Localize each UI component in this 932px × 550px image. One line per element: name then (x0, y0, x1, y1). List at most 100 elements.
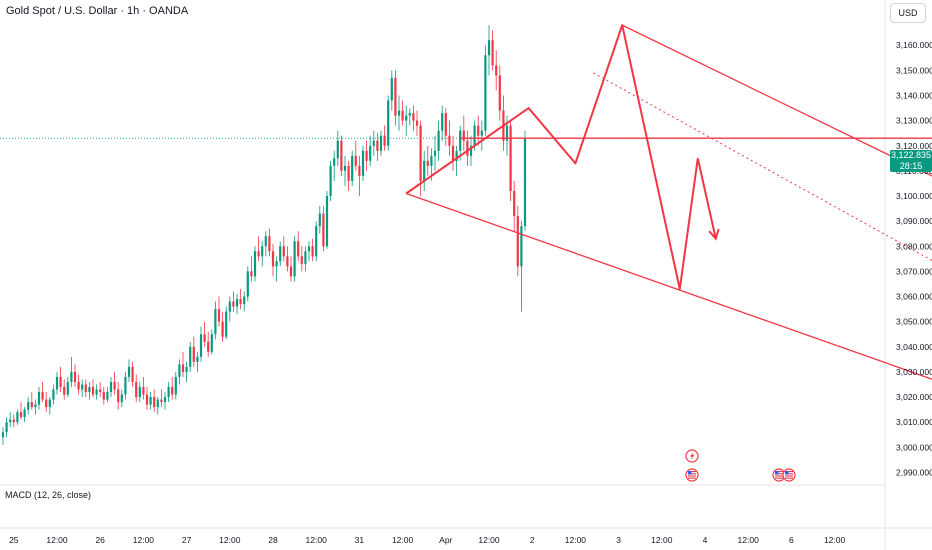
us-flag-icon[interactable] (685, 468, 699, 482)
candle-body (239, 299, 242, 305)
candle-body (138, 386, 141, 398)
candle-body (178, 364, 181, 377)
candle-body (473, 125, 476, 146)
candle (145, 386, 149, 410)
candle-body (163, 397, 167, 403)
price-axis[interactable]: 2,990.000 3,000.000 3,010.000 3,020.000 3,03… (896, 40, 932, 477)
candle-body (59, 376, 62, 387)
candle-body (480, 130, 483, 136)
us-flag-icon-stripe (785, 473, 793, 475)
candle (336, 130, 339, 166)
candle (210, 329, 213, 355)
candle-body (45, 399, 48, 408)
candle (516, 206, 519, 277)
channel-upper[interactable] (621, 24, 932, 234)
projection-arrow-head (708, 228, 720, 241)
candle-body (34, 404, 37, 408)
candle (300, 246, 303, 272)
lightning-icon[interactable] (685, 449, 699, 463)
candle-body (250, 271, 253, 277)
candle (214, 301, 217, 340)
channel-lower[interactable] (405, 192, 932, 407)
candle-body (365, 150, 368, 161)
us-flag-icon[interactable] (782, 468, 796, 482)
candle (487, 25, 491, 76)
candle (41, 381, 44, 403)
candle-body (113, 381, 116, 390)
candle (405, 105, 408, 136)
currency-button[interactable]: USD (890, 3, 926, 23)
candle-body (235, 299, 239, 307)
time-axis-tick-label: 26 (95, 535, 105, 545)
candle (217, 296, 221, 327)
candle-body (354, 155, 357, 166)
price-axis-tick-label: 3,060.000 (896, 292, 932, 302)
time-axis-tick-label: 12:00 (392, 535, 414, 545)
time-axis-tick-label: Apr (439, 535, 452, 545)
candle-body (329, 165, 332, 197)
zigzag[interactable] (405, 24, 699, 290)
candle (271, 243, 275, 277)
time-axis-tick-label: 12:00 (46, 535, 68, 545)
candle-body (376, 140, 379, 151)
candle-body (253, 251, 257, 277)
time-axis-tick-label: 3 (616, 535, 621, 545)
candle-body (343, 165, 347, 171)
candle-body (268, 236, 271, 252)
candle-body (232, 301, 235, 307)
candle-body (469, 145, 473, 156)
dotted-trend[interactable] (593, 72, 932, 324)
us-flag-icon-stripe (785, 477, 793, 479)
candle (462, 115, 465, 151)
candle-body (243, 296, 246, 305)
candle-body (513, 190, 516, 217)
candle-body (437, 130, 440, 151)
candle (444, 108, 447, 146)
candle (16, 409, 19, 425)
price-axis-tick-label: 3,140.000 (896, 90, 932, 100)
candle-body (120, 394, 123, 403)
candle-body (315, 226, 318, 257)
candle (63, 379, 66, 400)
time-axis[interactable]: 25 12:00 26 12:00 27 12:00 28 12:00 31 12:00 Apr 12… (9, 535, 845, 545)
candle-body (246, 271, 249, 297)
candle (185, 361, 188, 382)
candle (253, 246, 257, 282)
candle (347, 160, 350, 191)
time-axis-tick-label: 27 (182, 535, 192, 545)
candle (351, 150, 354, 186)
candle-body (505, 125, 509, 141)
candle-body (466, 140, 469, 156)
projection-arrow[interactable] (696, 158, 717, 239)
candle-body (387, 100, 390, 146)
candle (23, 407, 26, 423)
candle (246, 266, 249, 302)
us-flag-icon-canton (775, 471, 779, 475)
candle-body (426, 160, 429, 166)
time-axis-tick-label: 6 (789, 535, 794, 545)
candle (261, 241, 264, 267)
candle (397, 95, 401, 131)
macd-indicator-label[interactable]: MACD (12, 26, close) (5, 490, 92, 500)
candle (264, 231, 267, 257)
candle-body (196, 356, 199, 362)
candle (30, 392, 33, 410)
candle-body (394, 77, 397, 116)
candle (451, 135, 455, 171)
last-price-value: 3,122.835 (890, 150, 932, 160)
candle-body (336, 140, 339, 159)
candle-body (408, 113, 411, 116)
candle (365, 140, 368, 171)
candle-body (106, 392, 109, 400)
candle (239, 288, 242, 310)
candle-body (491, 40, 494, 66)
us-flag-icon[interactable] (772, 468, 786, 482)
candle-body (477, 125, 480, 136)
candle-body (289, 266, 293, 277)
candle (113, 371, 116, 395)
candle-body (109, 381, 113, 393)
time-axis-tick-label: 12:00 (219, 535, 241, 545)
candle (275, 256, 278, 282)
price-axis-tick-label: 3,050.000 (896, 317, 932, 327)
